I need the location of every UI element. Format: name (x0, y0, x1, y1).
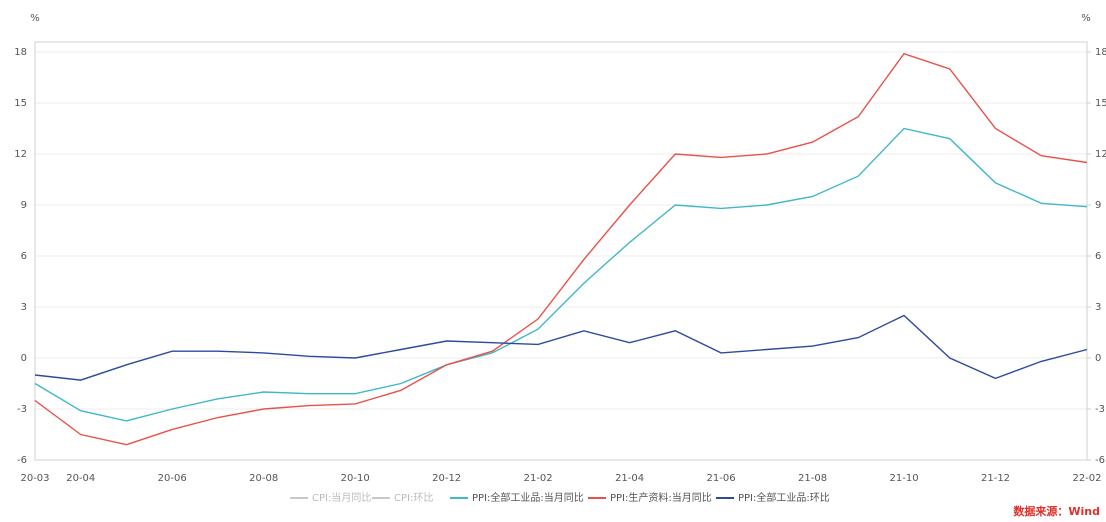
x-tick-label: 20-06 (158, 473, 187, 484)
series-line (34, 52, 1088, 446)
y2-tick-label: 9 (1095, 200, 1101, 211)
legend-label: PPI:生产资料:当月同比 (610, 491, 712, 504)
y2-tick-label: 15 (1095, 98, 1106, 109)
y2-tick-label: 6 (1095, 251, 1101, 262)
legend-label: PPI:全部工业品:当月同比 (472, 491, 584, 504)
x-tick-label: 20-08 (249, 473, 278, 484)
x-tick-label: 21-04 (615, 473, 644, 484)
y2-tick-label: 0 (1095, 353, 1101, 364)
x-tick-label: 21-02 (524, 473, 553, 484)
y2-unit: % (1081, 13, 1091, 24)
x-tick-label: 20-03 (20, 473, 49, 484)
y-unit: % (30, 13, 40, 24)
y-tick-label: 6 (21, 251, 27, 262)
legend-label: CPI:当月同比 (312, 491, 371, 504)
y2-tick-label: 18 (1095, 47, 1106, 58)
y-tick-label: -6 (17, 455, 27, 466)
x-tick-label: 21-08 (798, 473, 827, 484)
y-tick-label: -3 (17, 404, 27, 415)
legend-label: PPI:全部工业品:环比 (738, 491, 830, 504)
y-tick-label: 9 (21, 200, 27, 211)
y2-tick-label: 12 (1095, 149, 1106, 160)
legend-label: CPI:环比 (394, 492, 433, 504)
x-tick-label: 20-12 (432, 473, 461, 484)
x-tick-label: 22-02 (1072, 473, 1101, 484)
x-tick-label: 21-10 (890, 473, 919, 484)
y2-tick-label: -3 (1095, 404, 1105, 415)
y-tick-label: 15 (14, 98, 27, 109)
y2-tick-label: 3 (1095, 302, 1101, 313)
x-tick-label: 21-06 (707, 473, 736, 484)
y2-tick-label: -6 (1095, 455, 1105, 466)
plot-frame (34, 41, 1088, 461)
x-tick-label: 20-10 (341, 473, 370, 484)
y-tick-label: 0 (21, 353, 27, 364)
x-tick-label: 21-12 (981, 473, 1010, 484)
y-tick-label: 18 (14, 47, 27, 58)
y-tick-label: 3 (21, 302, 27, 313)
x-tick-label: 20-04 (66, 473, 95, 484)
series-line (34, 127, 1088, 422)
source: 数据来源：Wind (1013, 504, 1100, 518)
series-line (34, 314, 1088, 381)
y-tick-label: 12 (14, 149, 27, 160)
